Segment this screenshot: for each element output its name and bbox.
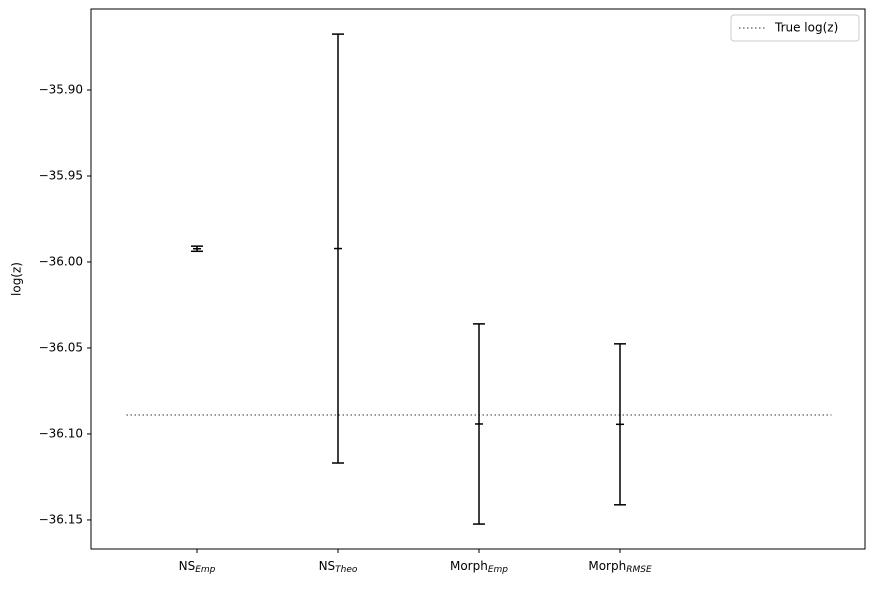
x-tick-label-main: NS — [319, 559, 336, 573]
y-tick-label: −36.15 — [39, 512, 83, 526]
x-tick-label-sub: Emp — [195, 565, 215, 575]
x-tick-label-sub: Theo — [335, 565, 358, 575]
x-tick-label-sub: RMSE — [626, 565, 652, 575]
y-tick-label: −36.05 — [39, 340, 83, 354]
legend-box — [730, 14, 860, 42]
x-tick-label-main: Morph — [450, 559, 488, 573]
x-tick-label-main: NS — [179, 559, 196, 573]
x-tick-label-sub: Emp — [488, 565, 508, 575]
y-tick-label: −35.95 — [39, 168, 83, 182]
x-tick-label: MorphEmp — [450, 559, 508, 575]
x-tick-label: NSEmp — [179, 559, 216, 575]
legend-label: True log(z) — [774, 21, 838, 35]
x-tick-label: NSTheo — [319, 559, 358, 575]
x-tick-label-main: Morph — [588, 559, 626, 573]
plot-area — [90, 8, 866, 550]
y-tick-label: −35.90 — [39, 83, 83, 97]
x-tick-label: MorphRMSE — [588, 559, 652, 575]
y-tick-label: −36.00 — [39, 254, 83, 268]
y-axis-label: log(z) — [10, 262, 24, 296]
y-tick-label: −36.10 — [39, 426, 83, 440]
